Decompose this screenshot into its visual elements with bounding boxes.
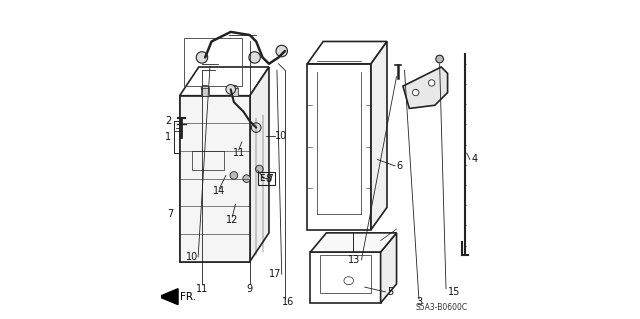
Circle shape [276, 45, 287, 57]
Polygon shape [250, 67, 269, 262]
Text: 2: 2 [165, 116, 172, 126]
Text: 5: 5 [387, 287, 393, 297]
Text: 4: 4 [472, 154, 477, 165]
Text: 8: 8 [266, 174, 272, 184]
Bar [307, 64, 371, 230]
Text: 14: 14 [213, 186, 226, 197]
Polygon shape [381, 233, 397, 303]
Text: 12: 12 [226, 215, 239, 225]
Text: 1: 1 [165, 132, 172, 142]
Text: 11: 11 [196, 284, 208, 294]
Polygon shape [403, 67, 447, 108]
Bar [193, 151, 224, 170]
Text: 7: 7 [168, 209, 174, 219]
Ellipse shape [201, 85, 209, 90]
Bar [310, 252, 381, 303]
Bar [202, 88, 209, 96]
Bar [320, 255, 371, 293]
Circle shape [249, 52, 260, 63]
Text: 13: 13 [348, 255, 360, 265]
Text: 10: 10 [275, 130, 287, 141]
Bar [184, 38, 242, 86]
Text: 15: 15 [447, 287, 460, 297]
Text: 9: 9 [247, 284, 253, 294]
Polygon shape [159, 289, 178, 305]
Ellipse shape [230, 85, 238, 90]
Text: E-7: E-7 [259, 174, 273, 183]
Text: S5A3-B0600C: S5A3-B0600C [415, 303, 467, 312]
Text: 3: 3 [416, 297, 422, 308]
Polygon shape [371, 41, 387, 230]
Circle shape [255, 165, 263, 173]
Text: 17: 17 [269, 269, 282, 279]
Text: FR.: FR. [180, 292, 196, 302]
Polygon shape [180, 96, 250, 262]
Text: 16: 16 [282, 297, 294, 308]
Bar [258, 172, 275, 185]
Text: 6: 6 [397, 161, 403, 171]
Bar [180, 96, 250, 262]
Circle shape [243, 175, 250, 182]
Circle shape [230, 172, 237, 179]
Circle shape [196, 52, 208, 63]
Polygon shape [310, 233, 397, 252]
Circle shape [226, 85, 236, 94]
Circle shape [428, 80, 435, 86]
Circle shape [413, 89, 419, 96]
Text: 11: 11 [232, 148, 244, 158]
Circle shape [436, 55, 444, 63]
Circle shape [252, 123, 261, 132]
Text: 10: 10 [186, 252, 198, 262]
Bar [230, 88, 238, 96]
